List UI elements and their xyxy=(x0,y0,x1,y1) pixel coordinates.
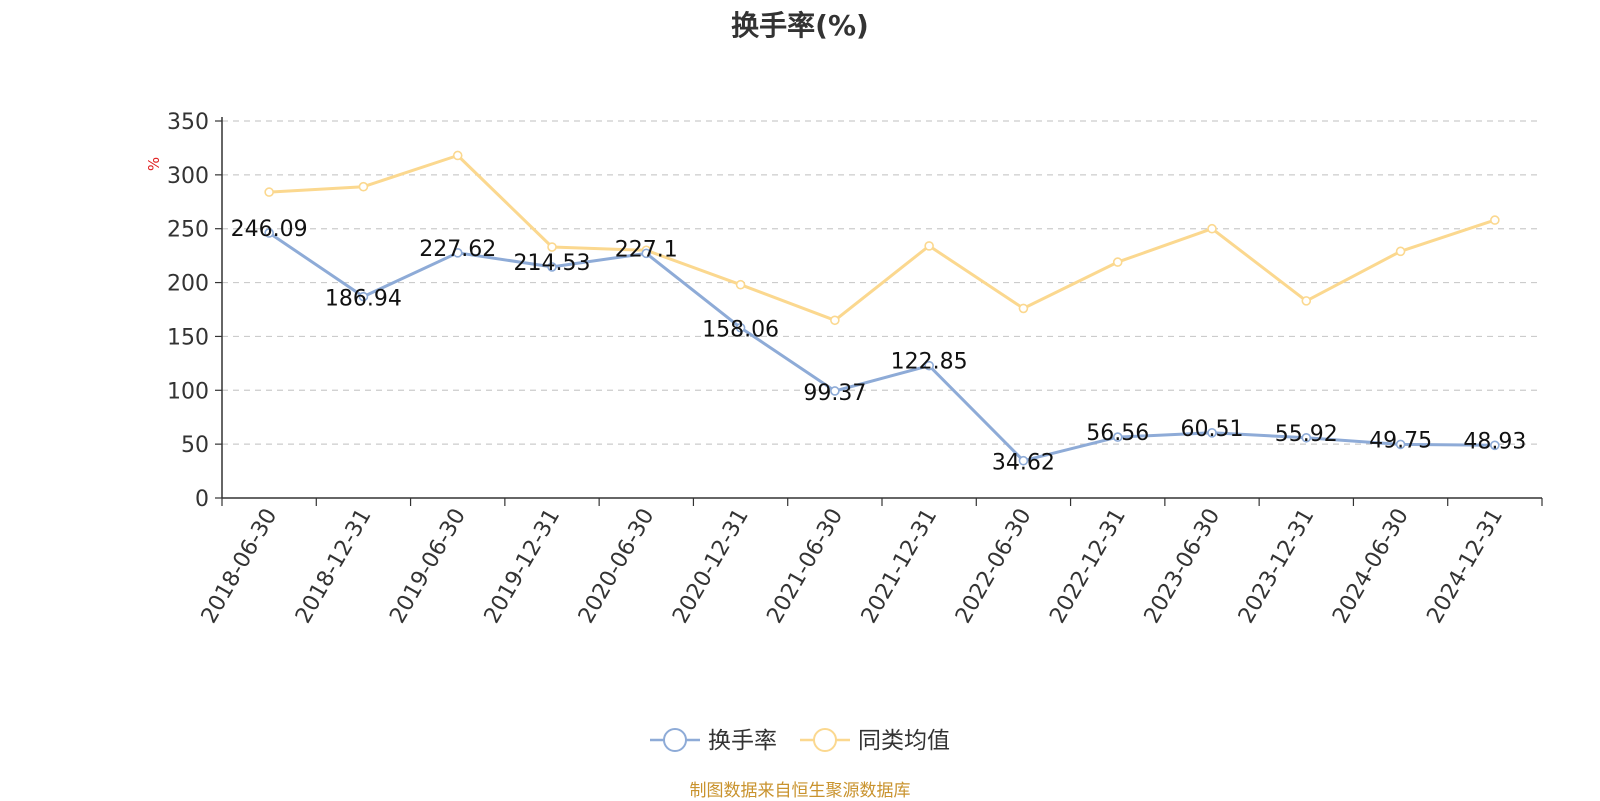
data-label: 34.62 xyxy=(992,451,1055,476)
data-label: 99.37 xyxy=(803,381,866,406)
data-label: 227.1 xyxy=(615,237,678,262)
axes: 0 50 100 150 200 250 300 350 2018-06-30 2018-12-3… xyxy=(167,110,1543,628)
y-tick-label: 150 xyxy=(167,325,209,350)
data-point xyxy=(830,315,840,326)
legend-label: 换手率 xyxy=(708,728,777,754)
x-tick-label: 2022-12-31 xyxy=(1045,505,1131,628)
x-tick-label: 2019-06-30 xyxy=(385,505,471,628)
x-tick-label: 2020-06-30 xyxy=(574,505,660,628)
data-point xyxy=(924,360,934,371)
data-point xyxy=(452,248,463,258)
data-point xyxy=(264,228,274,238)
data-point xyxy=(547,242,557,252)
x-tick-label: 2024-06-30 xyxy=(1328,505,1414,628)
chart-title: 换手率(%) xyxy=(731,9,869,42)
data-label: 227.62 xyxy=(419,237,496,262)
y-tick-label: 250 xyxy=(167,218,209,243)
data-point xyxy=(1207,223,1217,234)
series-line-换手率 xyxy=(268,231,1495,463)
legend-label: 同类均值 xyxy=(858,728,950,754)
x-tick-label: 2022-06-30 xyxy=(951,505,1037,628)
x-tick-label: 2024-12-31 xyxy=(1422,505,1508,628)
x-tick-label: 2020-12-31 xyxy=(668,505,754,628)
data-labels: 246.09 186.94 227.62 214.53 227.1 158.06 99.37… xyxy=(231,217,1527,476)
data-point xyxy=(547,262,557,272)
data-point xyxy=(1207,428,1217,438)
data-label: 49.75 xyxy=(1369,428,1432,453)
legend[interactable]: 换手率 同类均值 xyxy=(650,728,950,754)
data-point xyxy=(1395,439,1406,450)
source-note: 制图数据来自恒生聚源数据库 xyxy=(689,781,911,801)
data-point xyxy=(1018,455,1029,466)
data-label: 122.85 xyxy=(891,350,968,375)
data-point xyxy=(358,181,369,192)
y-tick-label: 350 xyxy=(167,110,209,135)
data-point xyxy=(735,322,746,333)
data-point xyxy=(1490,440,1500,451)
data-point xyxy=(830,386,840,396)
data-point xyxy=(924,241,934,251)
x-tick-label: 2019-12-31 xyxy=(480,505,566,628)
data-label: 214.53 xyxy=(514,251,591,276)
series-line-同类均值 xyxy=(269,154,1496,322)
data-point xyxy=(358,291,369,302)
x-tick-label: 2023-12-31 xyxy=(1234,505,1320,628)
x-tick-label: 2023-06-30 xyxy=(1140,505,1226,628)
data-point xyxy=(1112,432,1123,442)
data-point xyxy=(735,279,746,290)
data-point xyxy=(1112,257,1123,267)
data-label: 56.56 xyxy=(1086,421,1149,446)
data-point xyxy=(1490,215,1500,225)
data-label: 60.51 xyxy=(1181,417,1244,442)
data-label: 48.93 xyxy=(1463,429,1526,454)
y-tick-label: 100 xyxy=(167,379,209,404)
y-tick-label: 300 xyxy=(167,164,209,189)
data-label: 158.06 xyxy=(702,318,779,343)
x-tick-label: 2021-12-31 xyxy=(857,505,943,628)
y-tick-label: 0 xyxy=(195,487,209,512)
legend-marker xyxy=(663,728,687,752)
data-label: 246.09 xyxy=(231,217,308,242)
data-point xyxy=(1301,432,1312,443)
data-label: 186.94 xyxy=(325,287,402,312)
x-tick-label: 2018-12-31 xyxy=(291,505,377,628)
data-point xyxy=(641,248,652,259)
data-point xyxy=(452,150,463,161)
legend-marker xyxy=(813,728,837,752)
y-axis-unit-label: % xyxy=(145,157,163,171)
data-point xyxy=(1301,296,1312,306)
gridlines xyxy=(222,120,1542,445)
series-lines xyxy=(264,150,1500,466)
data-label: 55.92 xyxy=(1275,422,1338,447)
data-point xyxy=(264,187,274,197)
x-tick-label: 2021-06-30 xyxy=(762,505,848,628)
y-tick-label: 50 xyxy=(181,433,209,458)
y-tick-label: 200 xyxy=(167,272,209,297)
data-point xyxy=(1018,303,1029,314)
data-point xyxy=(1395,246,1406,257)
x-tick-label: 2018-06-30 xyxy=(197,505,283,628)
